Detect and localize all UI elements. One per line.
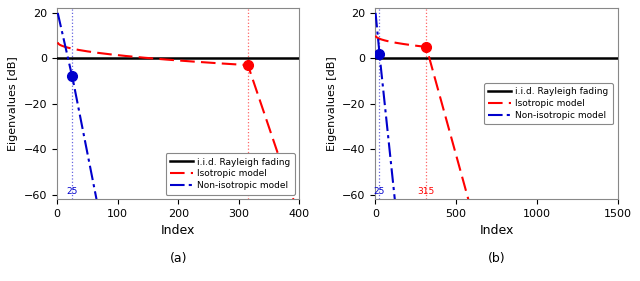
Non-isotropic model	[381, 105, 389, 108]
Isotropic model	[452, 151, 460, 155]
Isotropic model	[398, 42, 406, 46]
Y-axis label: Eigenvalues [dB]: Eigenvalues [dB]	[326, 56, 337, 151]
Non-isotropic model	[372, 11, 380, 15]
Text: 315: 315	[418, 187, 435, 196]
i.i.d. Rayleigh fading	[372, 56, 380, 60]
Non-isotropic model	[93, 197, 100, 201]
Isotropic model	[112, 53, 120, 56]
Non-isotropic model	[381, 107, 389, 110]
Text: (a): (a)	[170, 253, 187, 266]
Legend: i.i.d. Rayleigh fading, Isotropic model, Non-isotropic model: i.i.d. Rayleigh fading, Isotropic model,…	[484, 83, 613, 124]
Text: 25: 25	[67, 187, 78, 196]
Text: 25: 25	[374, 187, 385, 196]
Text: 315: 315	[239, 187, 257, 196]
i.i.d. Rayleigh fading	[372, 56, 380, 60]
Isotropic model	[387, 40, 395, 44]
Isotropic model	[415, 44, 423, 48]
Isotropic model	[54, 41, 61, 44]
Non-isotropic model	[381, 102, 388, 105]
Isotropic model	[152, 57, 160, 60]
Line: Non-isotropic model: Non-isotropic model	[58, 13, 97, 199]
Line: Isotropic model: Isotropic model	[58, 42, 293, 199]
Y-axis label: Eigenvalues [dB]: Eigenvalues [dB]	[8, 56, 19, 151]
Non-isotropic model	[374, 40, 382, 44]
Legend: i.i.d. Rayleigh fading, Isotropic model, Non-isotropic model: i.i.d. Rayleigh fading, Isotropic model,…	[166, 153, 295, 194]
Isotropic model	[440, 111, 448, 114]
Non-isotropic model	[391, 197, 399, 201]
Line: Non-isotropic model: Non-isotropic model	[376, 13, 395, 199]
Non-isotropic model	[77, 121, 85, 124]
Isotropic model	[465, 197, 472, 201]
Isotropic model	[92, 51, 99, 54]
Isotropic model	[381, 39, 389, 42]
Non-isotropic model	[88, 174, 96, 178]
Isotropic model	[217, 62, 225, 65]
X-axis label: Index: Index	[479, 224, 514, 237]
i.i.d. Rayleigh fading	[54, 56, 61, 60]
X-axis label: Index: Index	[161, 224, 195, 237]
Isotropic model	[372, 34, 380, 37]
i.i.d. Rayleigh fading	[53, 56, 61, 60]
Text: (b): (b)	[488, 253, 506, 266]
Non-isotropic model	[388, 170, 396, 173]
Non-isotropic model	[54, 11, 61, 15]
Isotropic model	[276, 157, 284, 160]
Isotropic model	[264, 121, 271, 125]
Non-isotropic model	[374, 41, 382, 44]
Non-isotropic model	[77, 119, 85, 123]
Non-isotropic model	[65, 57, 72, 61]
Isotropic model	[289, 197, 297, 201]
Non-isotropic model	[77, 117, 84, 120]
Non-isotropic model	[64, 56, 72, 60]
Line: Isotropic model: Isotropic model	[376, 36, 468, 199]
